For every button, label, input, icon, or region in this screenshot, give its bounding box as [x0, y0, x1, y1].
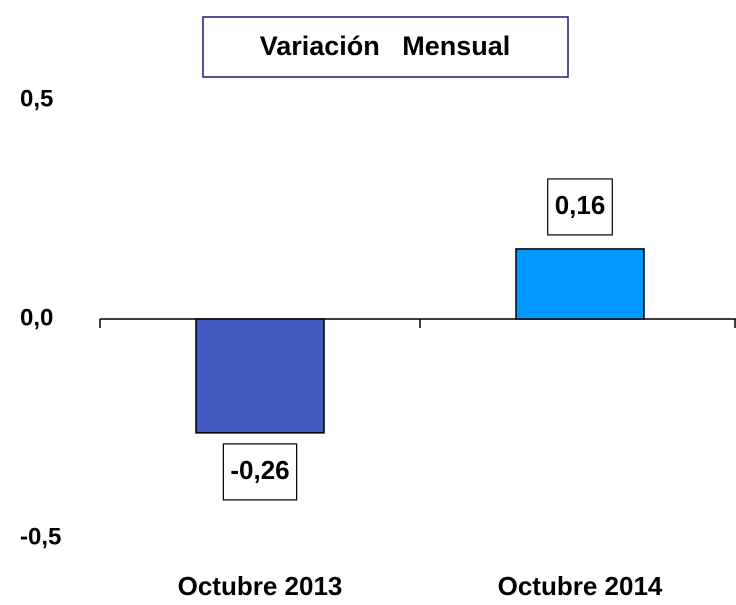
bar: [515, 248, 645, 320]
title-box: [202, 16, 569, 78]
x-tick-label: Octubre 2013: [178, 571, 343, 601]
chart-title: Variación Mensual: [260, 31, 511, 61]
y-tick-label: 0,0: [20, 304, 53, 331]
value-label-box: [547, 178, 613, 236]
y-tick-label: -0,5: [20, 523, 61, 550]
value-label: -0,26: [230, 455, 289, 485]
value-label: 0,16: [555, 190, 606, 220]
x-tick-label: Octubre 2014: [498, 571, 663, 601]
y-tick-label: 0,5: [20, 85, 53, 112]
value-label-box: [222, 443, 298, 501]
bar: [195, 318, 325, 434]
